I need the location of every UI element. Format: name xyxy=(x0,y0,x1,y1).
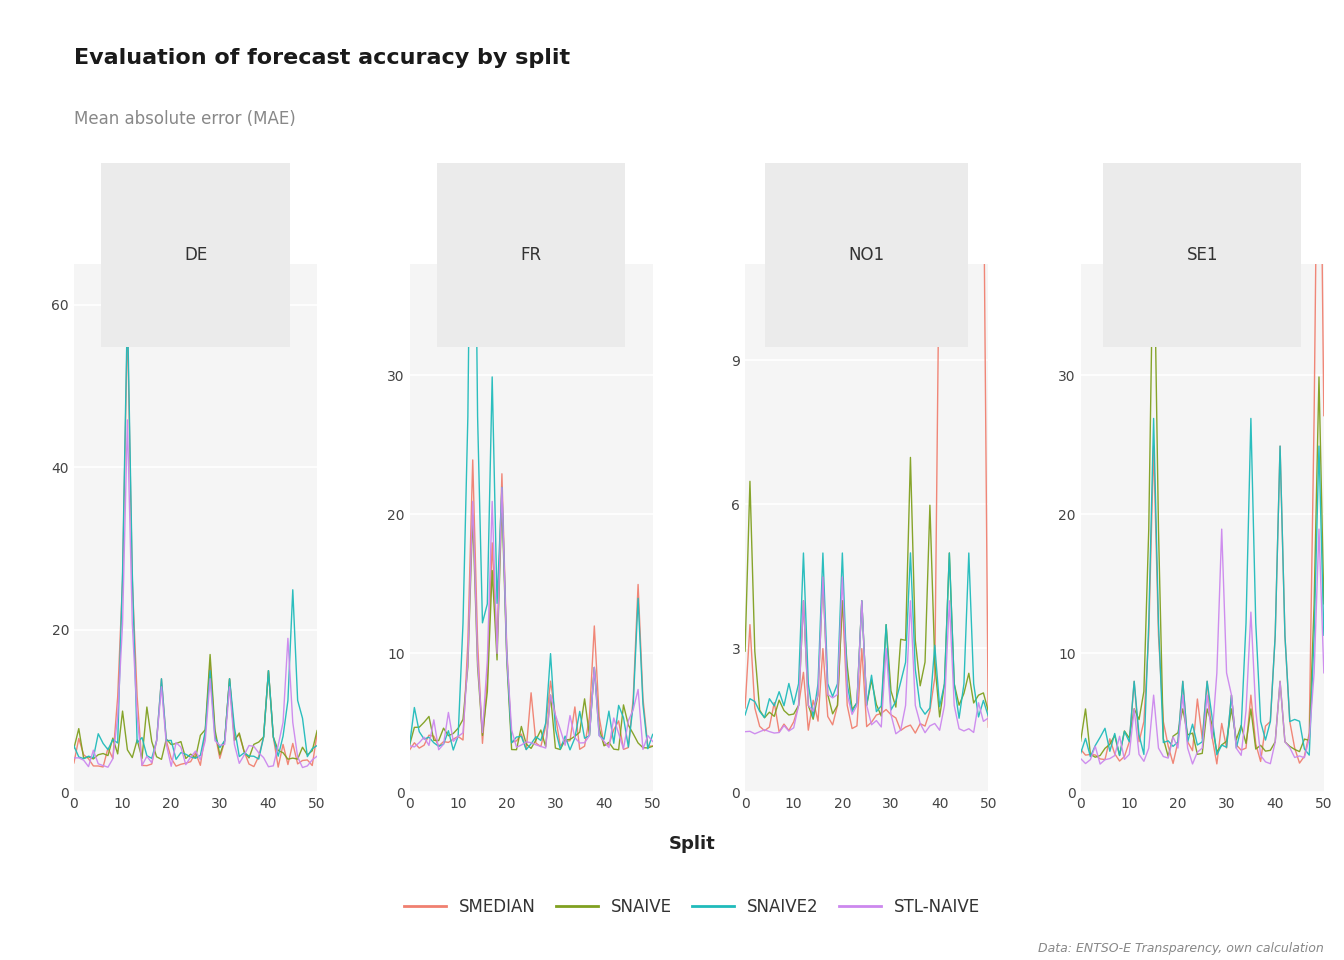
Title: SE1: SE1 xyxy=(1187,246,1218,264)
Text: Data: ENTSO-E Transparency, own calculation: Data: ENTSO-E Transparency, own calculat… xyxy=(1038,942,1324,955)
Legend: SMEDIAN, SNAIVE, SNAIVE2, STL-NAIVE: SMEDIAN, SNAIVE, SNAIVE2, STL-NAIVE xyxy=(398,892,986,923)
Title: NO1: NO1 xyxy=(848,246,884,264)
Title: DE: DE xyxy=(184,246,207,264)
Text: Evaluation of forecast accuracy by split: Evaluation of forecast accuracy by split xyxy=(74,48,570,68)
Title: FR: FR xyxy=(520,246,542,264)
Text: Split: Split xyxy=(669,835,715,853)
Text: Mean absolute error (MAE): Mean absolute error (MAE) xyxy=(74,110,296,129)
